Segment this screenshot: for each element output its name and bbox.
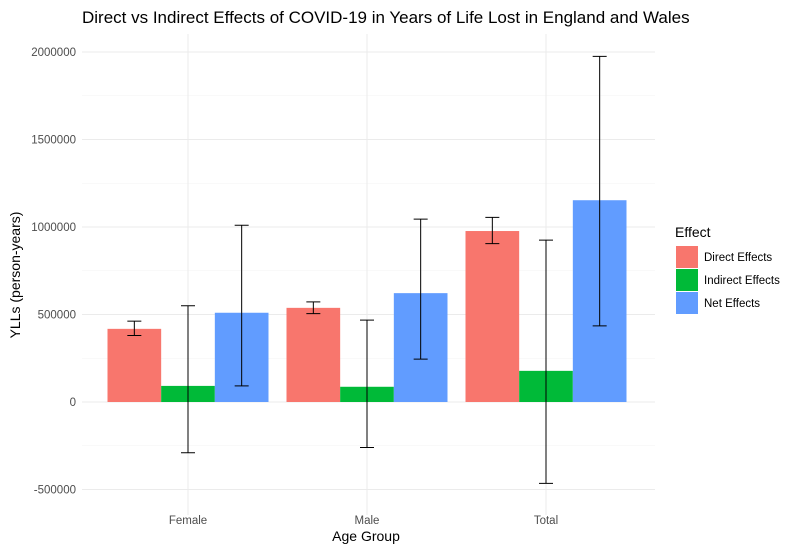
y-tick-label: 0 [70, 397, 76, 409]
x-tick-label: Male [355, 515, 380, 527]
legend: Effect Direct Effects Indirect Effects Net … [675, 224, 780, 314]
y-axis: -500000 0 500000 1000000 1500000 2000000 [31, 47, 76, 497]
bar [286, 307, 341, 402]
bar [107, 328, 162, 402]
legend-swatch [676, 246, 698, 268]
legend-title: Effect [675, 224, 711, 240]
bar [465, 231, 520, 402]
x-axis: Female Male Total [169, 515, 558, 527]
y-tick-label: 500000 [38, 310, 76, 322]
y-tick-label: 1500000 [31, 135, 76, 147]
x-tick-label: Female [169, 515, 207, 527]
chart-title: Direct vs Indirect Effects of COVID-19 i… [82, 8, 690, 27]
y-tick-label: -500000 [34, 485, 76, 497]
legend-label: Indirect Effects [704, 275, 780, 287]
legend-label: Direct Effects [704, 252, 772, 264]
y-tick-label: 2000000 [31, 47, 76, 59]
legend-swatch [676, 292, 698, 314]
grid [82, 34, 655, 515]
legend-swatch [676, 269, 698, 291]
x-tick-label: Total [534, 515, 558, 527]
legend-label: Net Effects [704, 298, 760, 310]
y-axis-title: YLLs (person-years) [7, 212, 23, 339]
x-axis-title: Age Group [332, 528, 400, 544]
y-tick-label: 1000000 [31, 222, 76, 234]
error-bars [127, 55, 607, 484]
